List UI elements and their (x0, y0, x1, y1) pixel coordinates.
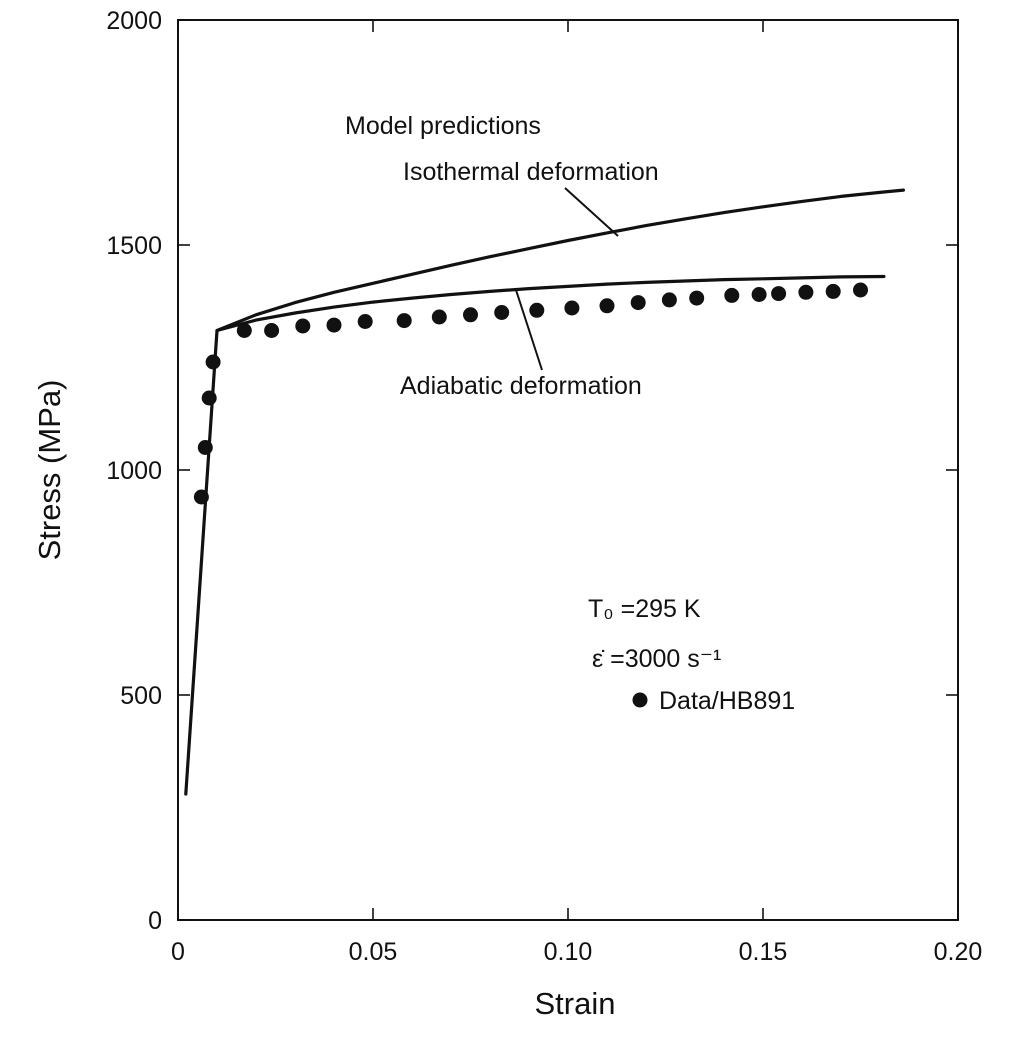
y-tick-label: 1500 (106, 232, 162, 260)
data-point (853, 282, 868, 298)
isothermal-leader-line (564, 187, 619, 237)
data-point (661, 292, 677, 308)
data-point (564, 300, 580, 316)
data-point (264, 323, 280, 338)
data-point (771, 286, 787, 302)
data-point (197, 440, 213, 455)
y-tick-label: 1000 (106, 457, 162, 485)
data-point (630, 295, 646, 311)
adiabatic-curve (215, 274, 886, 333)
data-point (798, 284, 814, 300)
x-tick-label: 0.20 (934, 938, 983, 966)
data-point (431, 309, 447, 325)
data-point (529, 302, 545, 318)
adiabatic-label: Adiabatic deformation (400, 372, 642, 400)
data-point (295, 318, 311, 334)
strain-rate-annotation: ε̇ =3000 s⁻¹ (592, 645, 721, 673)
y-tick-label: 0 (148, 907, 162, 935)
adiabatic-leader-line (515, 289, 543, 371)
x-tick-label: 0 (171, 938, 185, 966)
x-tick-label: 0.15 (739, 938, 788, 966)
data-point (205, 354, 221, 370)
y-tick-label: 2000 (106, 7, 162, 35)
data-point (825, 283, 841, 299)
model-curves (184, 188, 906, 796)
data-point (599, 298, 615, 314)
legend-data-marker (632, 692, 648, 708)
axis-tick-labels: 0 0.05 0.10 0.15 0.20 0 500 1000 1500 2000 (106, 7, 982, 966)
x-axis-label: Strain (535, 986, 616, 1021)
isothermal-label: Isothermal deformation (403, 158, 659, 186)
isothermal-curve (184, 188, 906, 796)
temperature-annotation: T₀ =295 K (588, 595, 701, 623)
x-tick-label: 0.05 (349, 938, 398, 966)
y-axis-label: Stress (MPa) (32, 380, 67, 561)
plot-frame (177, 19, 959, 921)
data-point (396, 313, 412, 329)
data-point (193, 489, 209, 505)
data-points (193, 282, 868, 505)
axis-ticks (177, 19, 959, 921)
model-predictions-heading: Model predictions (345, 112, 541, 140)
data-point (689, 290, 705, 306)
data-point (494, 305, 510, 320)
data-point (326, 317, 342, 333)
legend-data-label: Data/HB891 (659, 687, 795, 715)
x-tick-label: 0.10 (544, 938, 593, 966)
y-tick-label: 500 (120, 682, 162, 710)
data-point (463, 307, 478, 323)
data-point (201, 390, 217, 406)
data-point (357, 314, 373, 329)
data-point (236, 323, 252, 338)
data-point (751, 287, 767, 302)
data-point (724, 287, 740, 303)
